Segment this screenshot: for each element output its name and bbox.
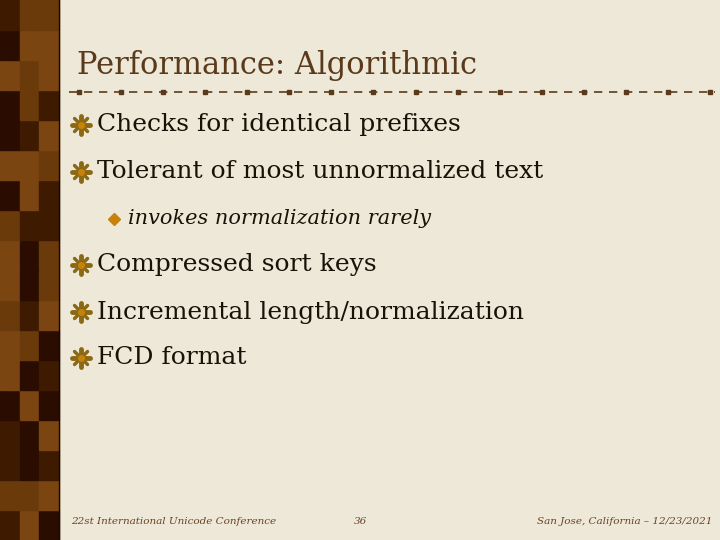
Bar (19, 450, 40, 480)
Bar (40, 480, 59, 510)
Bar (40, 300, 59, 330)
Bar (0, 510, 19, 540)
Text: 36: 36 (354, 517, 366, 526)
Bar (0, 120, 19, 150)
Bar (0, 30, 19, 60)
Text: Tolerant of most unnormalized text: Tolerant of most unnormalized text (97, 160, 544, 184)
Bar (0, 360, 19, 390)
Bar (40, 60, 59, 90)
Text: 22st International Unicode Conference: 22st International Unicode Conference (71, 517, 276, 526)
Bar (0, 480, 19, 510)
Bar (19, 330, 40, 360)
Bar (40, 450, 59, 480)
Bar (0, 330, 19, 360)
Text: Checks for identical prefixes: Checks for identical prefixes (97, 113, 461, 137)
Bar (40, 330, 59, 360)
Text: Compressed sort keys: Compressed sort keys (97, 253, 377, 276)
Bar (19, 180, 40, 210)
Bar (19, 390, 40, 420)
Text: invokes normalization rarely: invokes normalization rarely (128, 210, 431, 228)
Bar (0, 450, 19, 480)
Bar (0, 420, 19, 450)
Bar (19, 60, 40, 90)
Bar (0, 240, 19, 270)
Bar (19, 420, 40, 450)
Text: Performance: Algorithmic: Performance: Algorithmic (77, 50, 477, 81)
Bar (40, 270, 59, 300)
Text: Incremental length/normalization: Incremental length/normalization (97, 300, 524, 323)
Bar (0, 150, 19, 180)
Bar (40, 150, 59, 180)
Bar (0, 90, 19, 120)
Bar (19, 0, 40, 30)
Bar (19, 270, 40, 300)
Bar (40, 90, 59, 120)
Bar (40, 390, 59, 420)
Bar (19, 210, 40, 240)
Bar (0, 60, 19, 90)
Bar (0, 300, 19, 330)
Bar (40, 180, 59, 210)
Bar (19, 30, 40, 60)
Bar (19, 300, 40, 330)
Bar (40, 360, 59, 390)
Bar (19, 120, 40, 150)
Bar (40, 420, 59, 450)
Bar (19, 240, 40, 270)
Bar (40, 120, 59, 150)
Text: FCD format: FCD format (97, 347, 246, 369)
Bar (0, 390, 19, 420)
Bar (0, 270, 19, 300)
Text: San Jose, California – 12/23/2021: San Jose, California – 12/23/2021 (536, 517, 712, 526)
Bar (0, 0, 19, 30)
Bar (0, 180, 19, 210)
Bar (0, 210, 19, 240)
Bar (19, 90, 40, 120)
Bar (40, 210, 59, 240)
Bar (40, 0, 59, 30)
Bar (19, 150, 40, 180)
Bar (40, 30, 59, 60)
Bar (19, 510, 40, 540)
Bar (40, 240, 59, 270)
Bar (19, 360, 40, 390)
Bar (19, 480, 40, 510)
Bar (40, 510, 59, 540)
